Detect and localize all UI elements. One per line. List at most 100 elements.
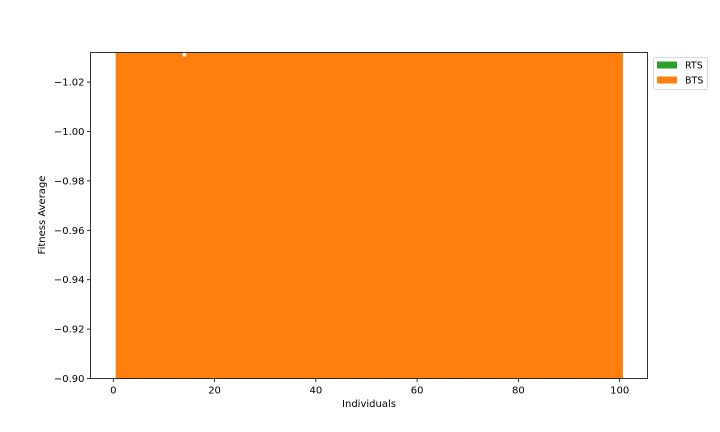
- bar-bts-27: [247, 52, 254, 379]
- x-tick-label: 0: [110, 386, 116, 397]
- bar-bts-56: [394, 52, 400, 379]
- bar-bts-55: [389, 52, 395, 379]
- bar-bts-49: [358, 52, 365, 379]
- bar-bts-23: [227, 52, 233, 379]
- bar-bts-41: [318, 52, 325, 379]
- bar-bts-79: [510, 52, 517, 379]
- bar-bts-8: [151, 52, 157, 379]
- bar-bts-35: [287, 52, 294, 379]
- bar-bts-97: [601, 52, 608, 379]
- bar-bts-100: [617, 52, 623, 379]
- bar-bts-28: [252, 52, 259, 379]
- bar-bts-22: [222, 52, 228, 379]
- bar-bts-60: [414, 52, 421, 379]
- legend: RTS BTS: [653, 57, 708, 90]
- bar-bts-6: [141, 52, 147, 379]
- bar-bts-25: [237, 52, 244, 379]
- bar-bts-63: [429, 52, 436, 379]
- bar-bts-19: [206, 52, 213, 379]
- x-axis: 0 20 40 60 80 100: [110, 378, 629, 397]
- bar-bts-66: [444, 52, 451, 379]
- y-tick-label: −0.94: [54, 275, 85, 286]
- bar-bts-74: [485, 52, 492, 379]
- bar-bts-17: [196, 52, 203, 379]
- y-axis-label: Fitness Average: [37, 176, 48, 255]
- legend-label-rts: RTS: [685, 61, 703, 72]
- bar-bts-46: [343, 52, 350, 379]
- bar-bts-26: [242, 52, 249, 379]
- bar-bts-57: [399, 52, 406, 379]
- bar-bts-86: [546, 52, 552, 379]
- bar-bts-43: [328, 52, 335, 379]
- x-tick-label: 80: [512, 386, 525, 397]
- bar-bts-92: [576, 52, 583, 379]
- bar-bts-73: [480, 52, 487, 379]
- legend-swatch-rts: [657, 61, 677, 69]
- bar-bts-14: [181, 52, 188, 379]
- plot-area: [115, 52, 623, 379]
- legend-swatch-bts: [657, 76, 677, 84]
- bar-bts-64: [434, 52, 441, 379]
- bar-bts-65: [439, 52, 446, 379]
- bar-bts-33: [277, 52, 284, 379]
- bar-bts-42: [323, 52, 330, 379]
- bar-bts-44: [333, 52, 340, 379]
- bar-bts-76: [495, 52, 502, 379]
- y-tick-label: −0.98: [54, 176, 85, 187]
- bar-bts-80: [515, 52, 522, 379]
- bar-bts-29: [257, 52, 264, 379]
- bar-bts-53: [379, 52, 385, 379]
- bar-bts-31: [267, 52, 274, 379]
- bar-bts-3: [125, 52, 132, 379]
- bar-bts-18: [201, 52, 208, 379]
- gap-marker: [182, 53, 187, 57]
- bar-bts-24: [232, 52, 238, 379]
- bar-bts-93: [581, 52, 588, 379]
- bar-bts-88: [556, 52, 563, 379]
- bar-bts-2: [120, 52, 127, 379]
- bar-bts-59: [409, 52, 416, 379]
- bar-bts-83: [531, 52, 537, 379]
- bar-bts-54: [384, 52, 390, 379]
- y-tick-label: −0.92: [54, 325, 85, 336]
- bar-bts-62: [424, 52, 431, 379]
- bar-bts-75: [490, 52, 497, 379]
- bar-bts-37: [298, 52, 304, 379]
- bar-bts-7: [146, 52, 152, 379]
- bar-bts-9: [156, 52, 162, 379]
- bar-bts-58: [404, 52, 411, 379]
- bar-bts-15: [186, 52, 193, 379]
- bar-bts-78: [505, 52, 512, 379]
- bar-bts-5: [136, 52, 142, 379]
- y-tick-label: −1.02: [54, 78, 85, 89]
- bar-bts-38: [303, 52, 309, 379]
- bar-bts-51: [369, 52, 375, 379]
- bar-bts-4: [131, 52, 137, 379]
- bar-bts-36: [293, 52, 299, 379]
- bar-bts-68: [455, 52, 461, 379]
- axes-frame: [90, 52, 648, 379]
- bar-bts-20: [212, 52, 218, 379]
- bar-bts-52: [374, 52, 380, 379]
- bar-bts-98: [606, 52, 613, 379]
- x-axis-label: Individuals: [342, 399, 396, 410]
- y-tick-label: −0.96: [54, 226, 85, 237]
- y-axis: −0.90 −0.92 −0.94 −0.96 −0.98 −1.00 −1.02: [54, 78, 91, 385]
- bar-bts-81: [520, 52, 527, 379]
- bar-bts-50: [363, 52, 370, 379]
- bar-bts-95: [591, 52, 598, 379]
- bar-bts-69: [460, 52, 466, 379]
- x-tick-label: 100: [610, 386, 629, 397]
- bar-bts-47: [348, 52, 355, 379]
- bar-bts-11: [166, 52, 173, 379]
- bar-bts-82: [525, 52, 532, 379]
- legend-label-bts: BTS: [685, 76, 703, 87]
- x-tick-label: 60: [411, 386, 424, 397]
- y-tick-label: −0.90: [54, 374, 85, 385]
- bar-bts-1: [115, 52, 122, 379]
- bar-bts-48: [353, 52, 360, 379]
- bar-bts-87: [551, 52, 557, 379]
- y-tick-label: −1.00: [54, 127, 85, 138]
- bar-bts-71: [470, 52, 476, 379]
